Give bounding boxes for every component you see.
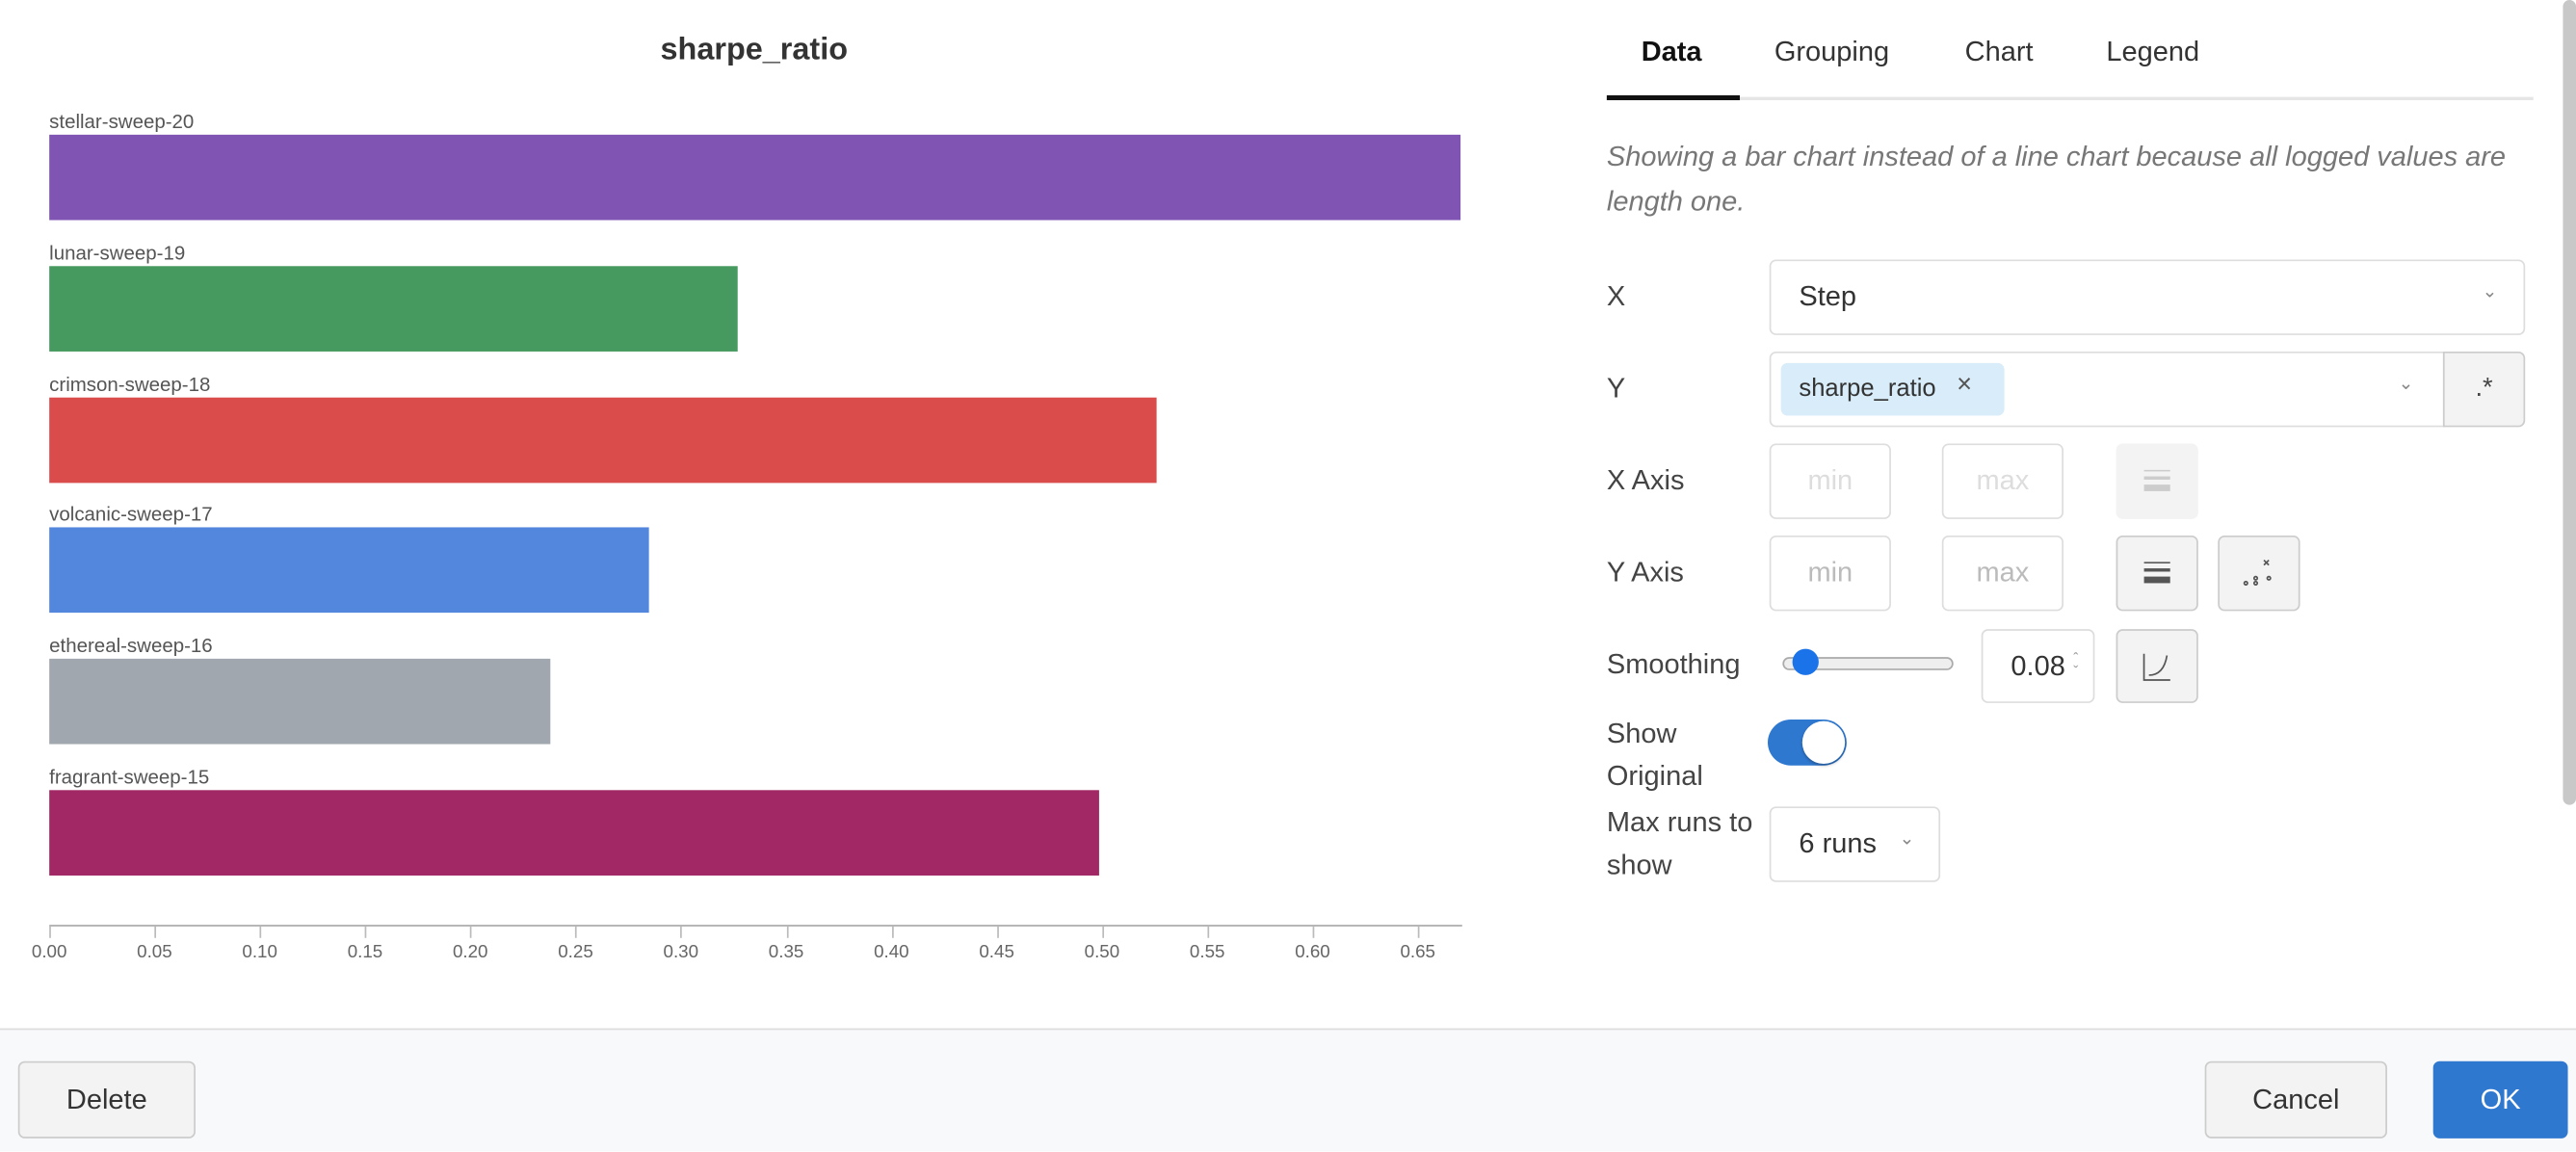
toggle-knob bbox=[1801, 720, 1846, 765]
tab-legend[interactable]: Legend bbox=[2106, 36, 2200, 67]
tab-chart[interactable]: Chart bbox=[1964, 36, 2034, 67]
y-axis-max-input[interactable]: max bbox=[1941, 535, 2063, 612]
x-tick bbox=[1312, 926, 1315, 938]
x-axis-label: X Axis bbox=[1606, 464, 1685, 497]
slider-thumb[interactable] bbox=[1792, 648, 1819, 675]
x-axis-max-input[interactable]: max bbox=[1941, 443, 2063, 519]
x-tick bbox=[1417, 926, 1420, 938]
scrollbar[interactable] bbox=[2563, 0, 2576, 805]
x-tick-label: 0.45 bbox=[979, 942, 1014, 963]
bar-label: crimson-sweep-18 bbox=[49, 372, 211, 396]
x-tick-label: 0.05 bbox=[137, 942, 172, 963]
x-tick bbox=[575, 926, 578, 938]
x-tick bbox=[786, 926, 788, 938]
y-tag: sharpe_ratio × bbox=[1780, 362, 2005, 416]
bar[interactable] bbox=[49, 397, 1157, 483]
max-runs-select[interactable]: 6 runs ⌄ bbox=[1769, 806, 1941, 882]
tab-grouping[interactable]: Grouping bbox=[1774, 36, 1890, 67]
x-tick bbox=[996, 926, 999, 938]
y-axis-scatter-button[interactable] bbox=[2218, 535, 2300, 612]
tab-data[interactable]: Data bbox=[1641, 36, 1702, 67]
chevron-down-icon: ⌄ bbox=[2482, 282, 2498, 302]
x-select[interactable]: Step ⌄ bbox=[1769, 259, 2526, 335]
x-tick bbox=[49, 926, 51, 938]
bar-label: fragrant-sweep-15 bbox=[49, 765, 210, 789]
y-axis-min-input[interactable]: min bbox=[1769, 535, 1891, 612]
x-tick-label: 0.30 bbox=[663, 942, 699, 963]
scatter-outliers-icon bbox=[2243, 559, 2272, 586]
chevron-down-icon: ⌄ bbox=[2398, 374, 2414, 395]
x-tick-label: 0.25 bbox=[558, 942, 593, 963]
x-tick bbox=[470, 926, 472, 938]
bar-chart-note: Showing a bar chart instead of a line ch… bbox=[1606, 141, 2507, 218]
ok-button[interactable]: OK bbox=[2432, 1060, 2568, 1139]
bar-label: ethereal-sweep-16 bbox=[49, 634, 213, 658]
x-tick-label: 0.35 bbox=[768, 942, 804, 963]
remove-tag-icon[interactable]: × bbox=[1957, 371, 1973, 400]
bar[interactable] bbox=[49, 790, 1100, 876]
max-runs-value: 6 runs bbox=[1799, 827, 1877, 859]
x-tick-label: 0.10 bbox=[242, 942, 277, 963]
max-runs-label: Max runs to show bbox=[1606, 806, 1753, 881]
tabs-divider bbox=[1606, 96, 2534, 101]
x-tick-label: 0.15 bbox=[347, 942, 383, 963]
chart-title: sharpe_ratio bbox=[660, 33, 849, 67]
smoothing-label: Smoothing bbox=[1606, 648, 1741, 681]
x-tick-label: 0.65 bbox=[1400, 942, 1436, 963]
x-tick-label: 0.40 bbox=[874, 942, 909, 963]
bar[interactable] bbox=[49, 134, 1460, 221]
x-tick bbox=[259, 926, 262, 938]
cancel-button[interactable]: Cancel bbox=[2204, 1060, 2387, 1139]
show-original-toggle[interactable] bbox=[1768, 719, 1847, 766]
smoothing-slider[interactable] bbox=[1782, 648, 1954, 675]
bar-label: volcanic-sweep-17 bbox=[49, 503, 213, 527]
x-select-value: Step bbox=[1799, 280, 1857, 313]
y-select[interactable]: sharpe_ratio × ⌄ bbox=[1769, 351, 2445, 428]
smoothing-value: 0.08 bbox=[2011, 650, 2065, 682]
y-label: Y bbox=[1606, 373, 1626, 405]
bar[interactable] bbox=[49, 528, 650, 614]
bar-label: lunar-sweep-19 bbox=[49, 241, 186, 265]
smoothing-curve-icon bbox=[2142, 652, 2170, 681]
log-scale-icon bbox=[2143, 562, 2170, 584]
smoothing-type-button[interactable] bbox=[2116, 629, 2198, 703]
x-tick bbox=[1101, 926, 1104, 938]
x-axis-log-button[interactable] bbox=[2116, 443, 2198, 519]
x-axis-line bbox=[49, 925, 1462, 927]
x-label: X bbox=[1606, 280, 1626, 313]
log-scale-icon bbox=[2143, 469, 2170, 491]
x-tick-label: 0.60 bbox=[1295, 942, 1330, 963]
y-axis-label: Y Axis bbox=[1606, 557, 1684, 589]
x-axis-min-input[interactable]: min bbox=[1769, 443, 1891, 519]
x-tick-label: 0.00 bbox=[31, 942, 67, 963]
x-tick bbox=[154, 926, 157, 938]
bar[interactable] bbox=[49, 265, 738, 352]
y-tag-label: sharpe_ratio bbox=[1799, 374, 1936, 403]
x-tick bbox=[1207, 926, 1209, 938]
chevron-down-icon: ⌄ bbox=[1899, 829, 1915, 850]
bar[interactable] bbox=[49, 659, 551, 745]
delete-button[interactable]: Delete bbox=[17, 1060, 196, 1139]
bar-label: stellar-sweep-20 bbox=[49, 110, 195, 134]
regex-toggle-button[interactable]: .* bbox=[2442, 351, 2526, 428]
x-tick-label: 0.55 bbox=[1189, 942, 1225, 963]
x-tick bbox=[680, 926, 683, 938]
dialog-footer bbox=[0, 1028, 2576, 1152]
x-tick-label: 0.20 bbox=[452, 942, 488, 963]
active-tab-underline bbox=[1606, 94, 1741, 101]
x-tick bbox=[364, 926, 367, 938]
x-tick bbox=[891, 926, 894, 938]
x-tick-label: 0.50 bbox=[1084, 942, 1120, 963]
y-axis-log-button[interactable] bbox=[2116, 535, 2198, 612]
show-original-label: Show Original bbox=[1606, 718, 1703, 793]
